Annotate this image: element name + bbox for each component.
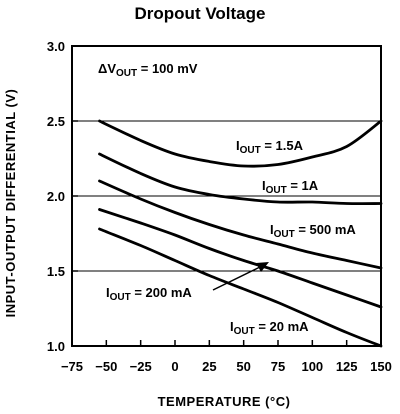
series-label-200ma: IOUT = 200 mA [106, 285, 192, 303]
tick-marks [71, 45, 382, 347]
chart-title: Dropout Voltage [135, 4, 266, 23]
series-label-1-5a: IOUT = 1.5A [236, 138, 304, 156]
x-tick-labels: −75 −50 −25 0 25 50 75 100 125 150 [61, 359, 392, 374]
series-line-2 [98, 179, 383, 270]
arrow-shaft [212, 265, 263, 291]
arrow-head [256, 262, 269, 272]
x-tick-label: −25 [130, 359, 152, 374]
series-label-1a: IOUT = 1A [262, 178, 319, 196]
x-axis-label: TEMPERATURE (°C) [158, 394, 291, 409]
series-line-1 [98, 152, 383, 206]
series-line-0 [98, 119, 383, 168]
y-tick-label: 3.0 [47, 39, 65, 54]
series-line-3 [98, 208, 383, 309]
condition-annotation: ΔVOUT = 100 mV [98, 61, 198, 79]
x-tick-label: 0 [171, 359, 178, 374]
x-tick-label: −50 [95, 359, 117, 374]
y-tick-labels: 1.0 1.5 2.0 2.5 3.0 [47, 39, 65, 354]
y-tick-label: 2.5 [47, 114, 65, 129]
x-tick-label: 100 [301, 359, 323, 374]
annotation-arrow-200ma [212, 262, 269, 291]
x-tick-label: 50 [236, 359, 250, 374]
x-tick-label: 75 [271, 359, 285, 374]
x-tick-label: 150 [370, 359, 392, 374]
x-tick-label: 125 [336, 359, 358, 374]
x-tick-label: 25 [202, 359, 216, 374]
series-labels: IOUT = 1.5A IOUT = 1A IOUT = 500 mA IOUT… [106, 138, 356, 337]
series-label-20ma: IOUT = 20 mA [230, 319, 309, 337]
y-tick-label: 1.5 [47, 264, 65, 279]
x-tick-label: −75 [61, 359, 83, 374]
y-axis-label: INPUT-OUTPUT DIFFERENTIAL (V) [3, 89, 18, 318]
y-tick-label: 2.0 [47, 189, 65, 204]
series-lines [98, 119, 383, 348]
series-line-4 [98, 227, 383, 348]
y-tick-label: 1.0 [47, 339, 65, 354]
series-label-500ma: IOUT = 500 mA [270, 222, 356, 240]
